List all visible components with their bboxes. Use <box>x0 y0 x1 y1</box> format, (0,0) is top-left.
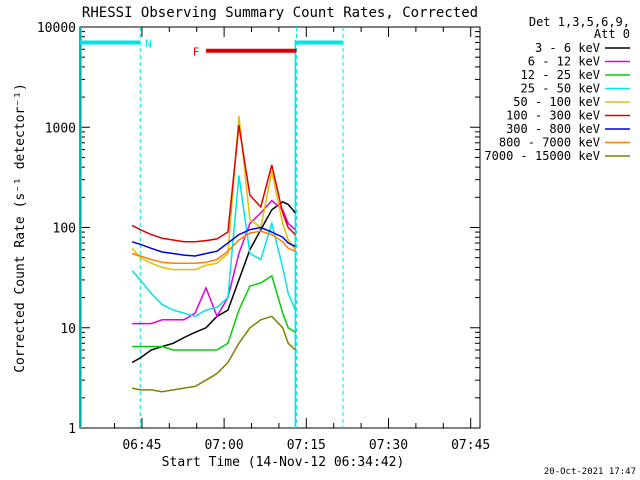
x-axis-label: Start Time (14-Nov-12 06:34:42) <box>162 455 405 470</box>
x-tick-label: 06:45 <box>122 438 161 453</box>
legend-title: Att 0 <box>594 27 630 41</box>
y-tick-label: 10 <box>60 322 76 337</box>
legend-label: 12 - 25 keV <box>521 68 600 82</box>
x-tick-label: 07:15 <box>287 438 326 453</box>
footer-date: 20-Oct-2021 17:47 <box>544 467 636 477</box>
chart-title: RHESSI Observing Summary Count Rates, Co… <box>82 5 478 21</box>
x-tick-label: 07:45 <box>451 438 490 453</box>
legend-label: 25 - 50 keV <box>521 82 600 96</box>
plot-frame <box>79 26 481 429</box>
y-tick-label: 1000 <box>45 121 76 136</box>
legend-label: 7000 - 15000 keV <box>484 149 600 163</box>
x-tick-label: 07:00 <box>205 438 244 453</box>
series-line <box>131 124 296 243</box>
series-line <box>131 230 296 264</box>
series-line <box>131 226 296 257</box>
flare-label: F <box>193 46 200 59</box>
legend-label: 3 - 6 keV <box>535 41 600 55</box>
series-line <box>132 274 296 351</box>
y-tick-label: 10000 <box>37 21 76 36</box>
series-line <box>131 175 296 318</box>
y-tick-label: 100 <box>53 222 76 237</box>
legend-label: 50 - 100 keV <box>513 95 600 109</box>
legend-label: 100 - 300 keV <box>506 109 600 123</box>
y-axis-label: Corrected Count Rate (s⁻¹ detector⁻¹) <box>13 83 28 373</box>
y-tick-label: 1 <box>68 422 76 437</box>
legend-label: 6 - 12 keV <box>528 55 600 69</box>
series-line <box>132 199 296 325</box>
series-line <box>131 315 296 393</box>
night-label: N <box>145 38 152 51</box>
series-line <box>131 115 296 271</box>
legend-title: Det 1,3,5,6,9, <box>529 15 630 29</box>
legend-label: 800 - 7000 keV <box>499 136 600 150</box>
legend-label: 300 - 800 keV <box>506 122 600 136</box>
x-tick-label: 07:30 <box>369 438 408 453</box>
